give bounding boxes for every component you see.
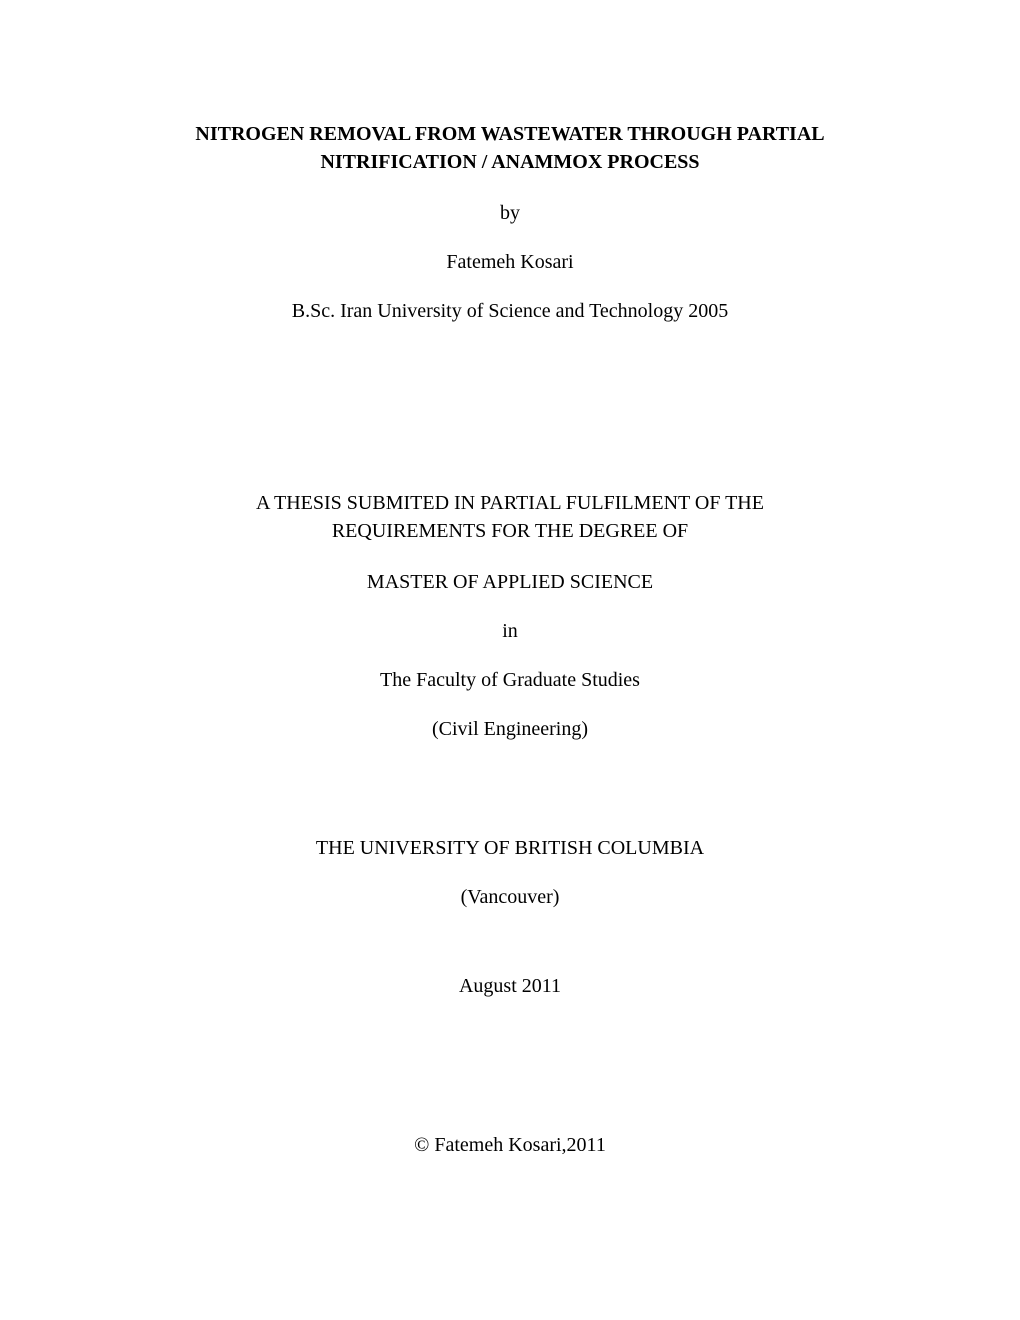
location: (Vancouver)	[120, 886, 900, 909]
spacer	[120, 1024, 900, 1094]
university-name: THE UNIVERSITY OF BRITISH COLUMBIA	[120, 837, 900, 860]
spacer	[120, 767, 900, 837]
title-line-2: NITRIFICATION / ANAMMOX PROCESS	[120, 148, 900, 176]
spacer	[120, 935, 900, 975]
by-label: by	[120, 202, 900, 225]
faculty-name: The Faculty of Graduate Studies	[120, 669, 900, 692]
thesis-statement: A THESIS SUBMITED IN PARTIAL FULFILMENT …	[120, 489, 900, 545]
prior-degree: B.Sc. Iran University of Science and Tec…	[120, 300, 900, 323]
title-line-1: NITROGEN REMOVAL FROM WASTEWATER THROUGH…	[120, 120, 900, 148]
author-name: Fatemeh Kosari	[120, 251, 900, 274]
date: August 2011	[120, 975, 900, 998]
copyright: © Fatemeh Kosari,2011	[120, 1134, 900, 1157]
spacer	[120, 349, 900, 489]
spacer	[120, 1094, 900, 1134]
in-label: in	[120, 620, 900, 643]
thesis-line-2: REQUIREMENTS FOR THE DEGREE OF	[120, 517, 900, 545]
department-name: (Civil Engineering)	[120, 718, 900, 741]
thesis-title: NITROGEN REMOVAL FROM WASTEWATER THROUGH…	[120, 120, 900, 176]
degree-name: MASTER OF APPLIED SCIENCE	[120, 571, 900, 594]
thesis-line-1: A THESIS SUBMITED IN PARTIAL FULFILMENT …	[120, 489, 900, 517]
